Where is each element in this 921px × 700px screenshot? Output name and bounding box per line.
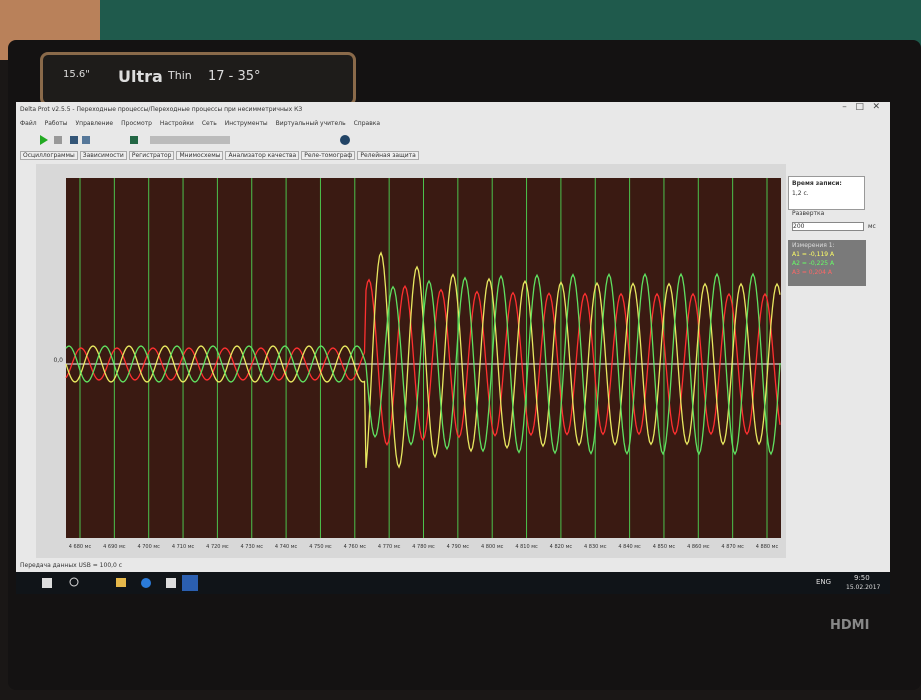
tab[interactable]: Мнимосхемы <box>176 151 223 160</box>
x-tick-label: 4 720 мс <box>206 544 229 550</box>
record-label: Время записи: <box>792 180 861 187</box>
brand2: Thin <box>168 69 192 82</box>
sticker: 15.6" Ultra Thin 17 - 35° <box>40 52 356 106</box>
x-tick-label: 4 680 мс <box>69 544 92 550</box>
x-tick-label: 4 830 мс <box>584 544 607 550</box>
menu-item[interactable]: Виртуальный учитель <box>276 120 346 127</box>
menu-item[interactable]: Настройки <box>160 120 194 127</box>
y-label: 0,0 <box>53 357 63 364</box>
tab[interactable]: Осциллограммы <box>20 151 78 160</box>
x-tick-label: 4 870 мс <box>721 544 744 550</box>
language[interactable]: ENG <box>816 578 831 586</box>
screen: Delta Prot v2.5.5 - Переходные процессы/… <box>16 102 890 572</box>
toolbar-icons <box>20 133 370 147</box>
x-tick-label: 4 800 мс <box>481 544 504 550</box>
menu-item[interactable]: Сеть <box>202 120 217 127</box>
screen-size: 15.6" <box>63 69 90 80</box>
measurements: Измерения 1: A1 = -0,119 А A2 = -0,225 А A… <box>788 240 866 286</box>
x-tick-label: 4 780 мс <box>412 544 435 550</box>
x-tick-label: 4 810 мс <box>515 544 538 550</box>
record-box: Время записи: 1,2 с. <box>788 176 865 210</box>
menu-item[interactable]: Управление <box>75 120 113 127</box>
x-tick-label: 4 820 мс <box>550 544 573 550</box>
x-tick-label: 4 750 мс <box>309 544 332 550</box>
brand: Ultra <box>118 67 163 86</box>
menu-bar: Файл Работы Управление Просмотр Настройки Сет… <box>20 120 388 127</box>
measure-title: Измерения 1: <box>792 242 862 249</box>
record-value: 1,2 с. <box>792 190 861 197</box>
sweep-label: Развертка <box>792 210 824 217</box>
sweep-unit: мс <box>868 223 876 230</box>
x-tick-label: 4 690 мс <box>103 544 126 550</box>
clock-date: 15.02.2017 <box>846 584 880 591</box>
x-tick-label: 4 790 мс <box>447 544 470 550</box>
x-tick-label: 4 740 мс <box>275 544 298 550</box>
plot: 4 680 мс 4 690 мс 4 700 мс 4 710 мс 4 720 мс… <box>36 164 786 558</box>
sweep-select[interactable]: 200 <box>792 222 864 231</box>
tab[interactable]: Регистратор <box>129 151 175 160</box>
tab[interactable]: Зависимости <box>80 151 127 160</box>
toolbar <box>20 132 370 146</box>
hdmi-label: HDMI <box>830 618 869 633</box>
tab[interactable]: Анализатор качества <box>225 151 299 160</box>
status-bar: Передача данных USB = 100,0 с <box>20 562 122 569</box>
x-tick-label: 4 840 мс <box>618 544 641 550</box>
x-tick-label: 4 760 мс <box>344 544 367 550</box>
x-tick-label: 4 860 мс <box>687 544 710 550</box>
clock-time: 9:50 <box>854 574 870 582</box>
window-controls: – □ ✕ <box>842 102 880 112</box>
window-title: Delta Prot v2.5.5 - Переходные процессы/… <box>20 106 302 113</box>
tab[interactable]: Реле-томограф <box>301 151 355 160</box>
x-tick-label: 4 880 мс <box>756 544 779 550</box>
measurement: A1 = -0,119 А <box>792 251 862 258</box>
measurement: A3 = 0,204 А <box>792 269 862 276</box>
page: 15.6" Ultra Thin 17 - 35° HDMI Delta Pro… <box>0 0 921 700</box>
x-tick-label: 4 700 мс <box>137 544 160 550</box>
menu-item[interactable]: Работы <box>45 120 68 127</box>
menu-item[interactable]: Инструменты <box>225 120 268 127</box>
measurement: A2 = -0,225 А <box>792 260 862 267</box>
angle: 17 - 35° <box>208 69 261 84</box>
x-tick-label: 4 730 мс <box>241 544 264 550</box>
x-tick-label: 4 770 мс <box>378 544 401 550</box>
menu-item[interactable]: Просмотр <box>121 120 152 127</box>
menu-item[interactable]: Справка <box>354 120 380 127</box>
taskbar: ENG 9:50 15.02.2017 <box>16 572 890 594</box>
x-tick-label: 4 710 мс <box>172 544 195 550</box>
taskbar-icons <box>16 572 216 594</box>
menu-item[interactable]: Файл <box>20 120 37 127</box>
tab[interactable]: Релейная защита <box>357 151 418 160</box>
x-tick-label: 4 850 мс <box>653 544 676 550</box>
